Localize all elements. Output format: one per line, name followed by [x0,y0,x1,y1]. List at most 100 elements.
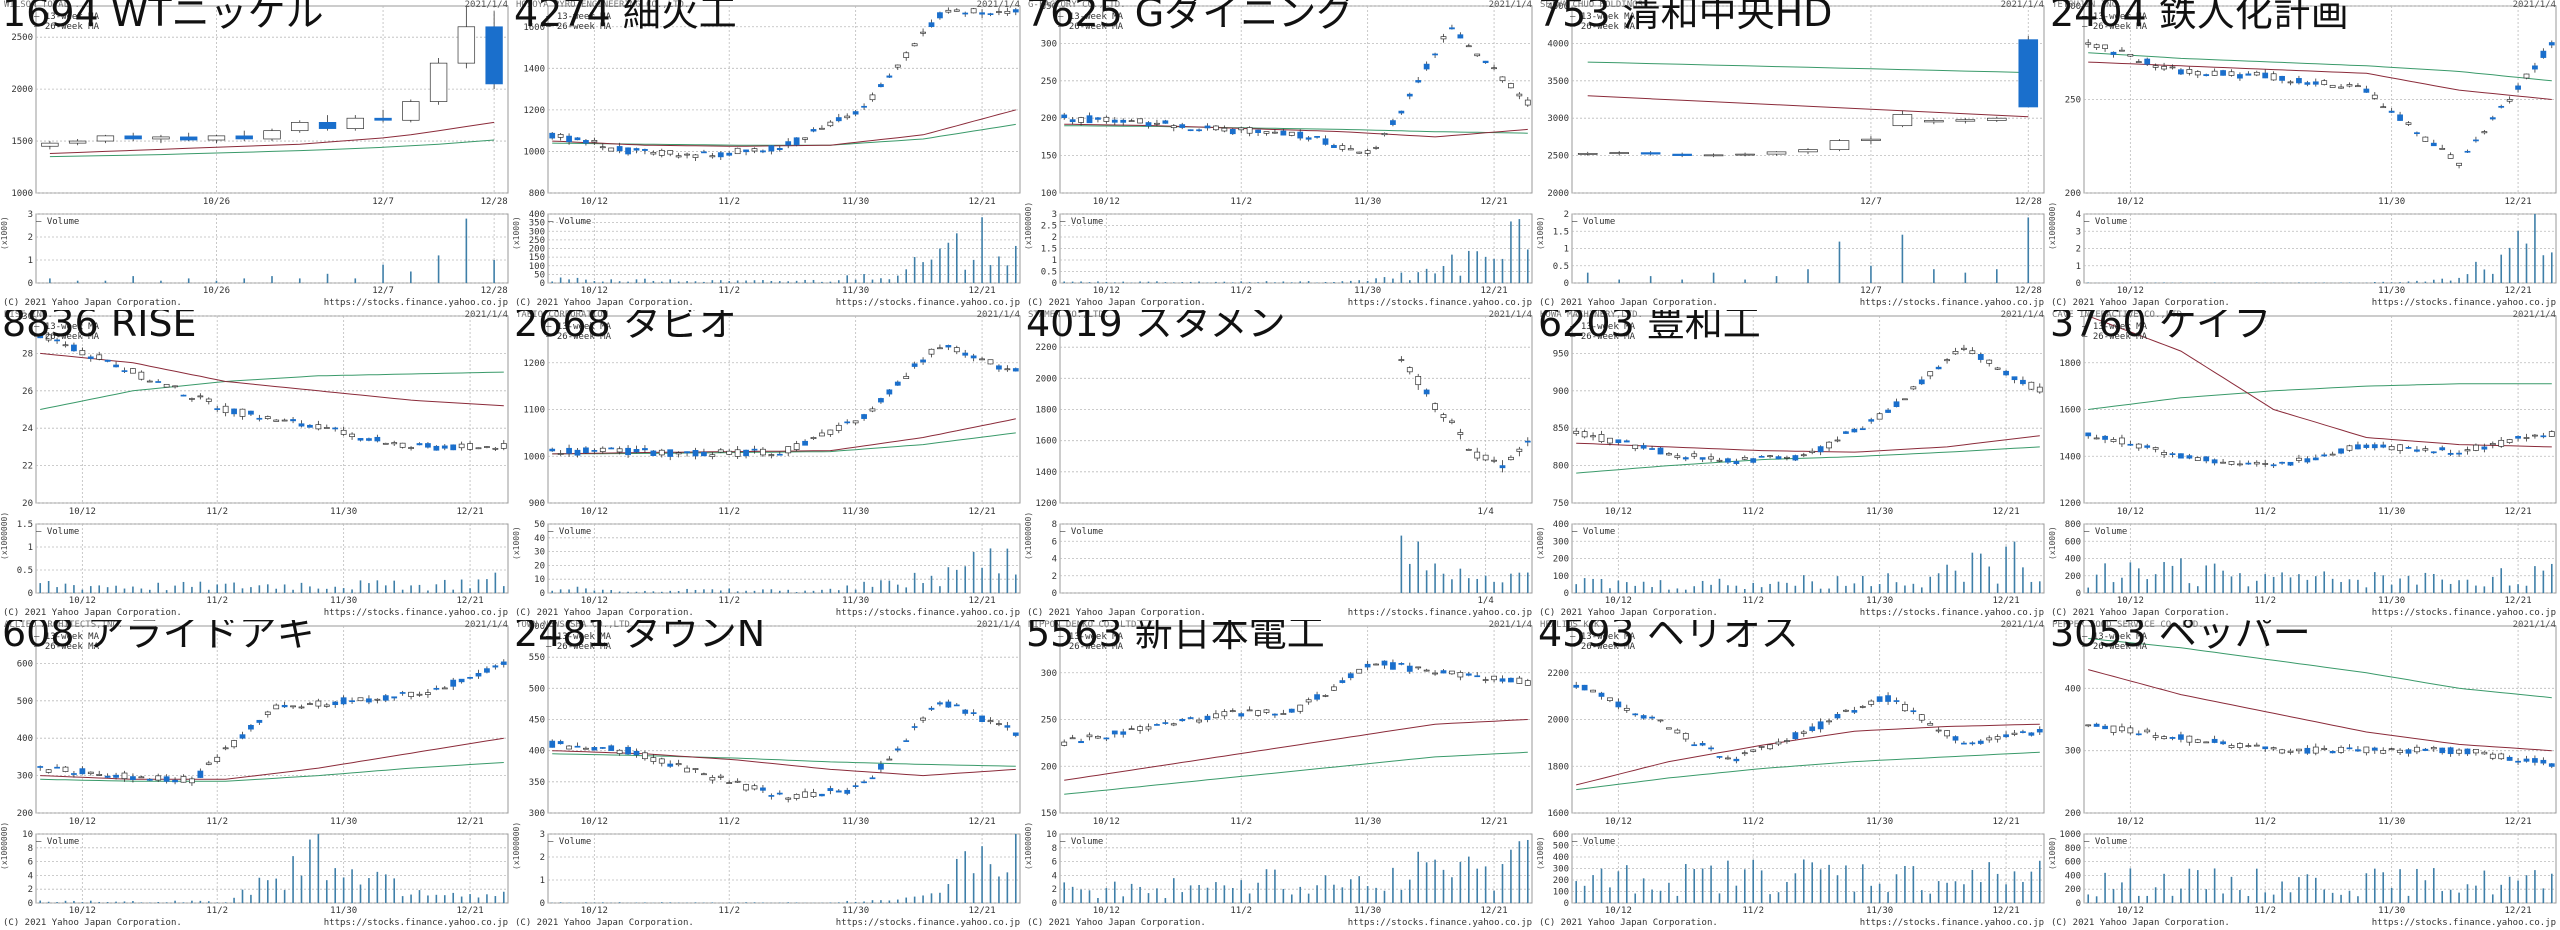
candle-body [2388,446,2395,451]
volume-bar [1988,566,1991,593]
candle-body [1649,716,1655,719]
volume-bar [2264,892,2267,903]
candle-body [1699,457,1706,460]
volume-bar [1592,578,1594,593]
volume-bar [1417,541,1420,593]
candle-body [2548,763,2555,767]
candle-body [1885,409,1891,413]
candle-body [231,740,237,748]
volume-bar [1668,882,1670,903]
candle-body [1944,730,1950,737]
candle-body [2127,53,2134,57]
candle-body [658,449,665,456]
volume-bar [1484,866,1487,903]
price-tick-label: 950 [1553,349,1569,359]
candle-body [1800,454,1807,457]
candle-body [2414,449,2420,452]
price-x-tick-label: 11/2 [1230,817,1252,827]
candle-body [1598,692,1605,697]
candle-body [2548,42,2555,46]
candle-body [2498,439,2505,447]
candle-body [1255,129,1261,133]
candle-body [1128,120,1135,122]
volume-bar [1097,281,1099,283]
volume-bar [309,839,311,903]
candle-body [1927,371,1934,377]
volume-bar [49,278,51,283]
volume-x-tick-label: 11/30 [330,596,357,606]
candle-body [642,149,648,151]
volume-x-tick-label: 10/12 [2117,286,2144,296]
volume-bar [2005,884,2007,903]
candle-body [549,132,556,139]
candle-body [549,448,556,452]
volume-bar [73,585,75,593]
volume-unit: (x1000) [2048,526,2057,560]
candle-body [146,380,153,383]
volume-bar [382,264,384,283]
volume-bar [2163,873,2165,903]
volume-bar [1417,851,1420,903]
candle-body [1607,697,1613,701]
candle-body [1398,663,1405,665]
candle-body [1927,723,1934,726]
volume-bar [2483,269,2486,283]
candle-body [861,105,867,108]
candle-body [793,137,800,146]
candle-body [425,692,431,695]
volume-tick-label: 200 [529,245,545,255]
volume-bar [1861,575,1864,593]
volume-bar [778,281,781,283]
candle-body [2329,84,2336,88]
candle-body [2270,464,2277,467]
volume-bar [2491,273,2494,283]
ma26-legend: — 26-week MA [2082,642,2148,652]
company-name: HEALIOS K.K. [1540,620,1606,630]
price-tick-label: 550 [529,653,545,663]
volume-bar [762,280,764,283]
volume-x-tick-label: 10/12 [1093,906,1120,916]
candle-body [121,370,128,372]
price-plot-frame [2083,625,2557,814]
volume-bar [1467,250,1470,283]
copyright: (C) 2021 Yahoo Japan Corporation. [515,298,694,308]
candle-body [2135,733,2142,736]
candle-body [2338,448,2344,454]
volume-bar [1282,281,1285,283]
candle-body [2321,80,2328,85]
volume-unit: (x1000) [1536,836,1545,870]
candle-body [2540,50,2547,58]
candle-body [1347,148,1354,151]
volume-bar [104,280,107,283]
candle-body [357,438,364,441]
volume-bar [585,588,587,593]
candle-body [374,436,381,442]
candle-body [391,696,398,699]
candle-body [591,450,598,452]
volume-bar [2399,578,2401,593]
volume-bar [2013,871,2016,903]
candle-body [2481,751,2488,755]
candle-body [1406,367,1413,373]
volume-bar [2323,571,2326,593]
volume-bar [2230,876,2233,903]
volume-bar [1113,282,1116,283]
volume-bar [610,279,613,283]
volume-bar [1583,578,1586,593]
volume-tick-label: 0 [2076,279,2081,289]
candle-body [1012,368,1019,372]
price-tick-label: 200 [2065,189,2081,199]
candle-body [776,148,783,151]
price-x-tick-label: 11/2 [718,817,740,827]
ma13-legend: — 13-week MA [34,322,100,332]
volume-bar [1684,864,1687,903]
chart-date: 2021/1/4 [976,310,1020,320]
candle-body [1691,453,1698,457]
volume-unit: (x1000) [0,216,9,250]
volume-tick-label: 1 [1564,245,1569,255]
volume-bar [1777,892,1780,903]
price-tick-label: 600 [17,659,33,669]
candle-body [1004,368,1011,371]
volume-bar [947,884,950,903]
